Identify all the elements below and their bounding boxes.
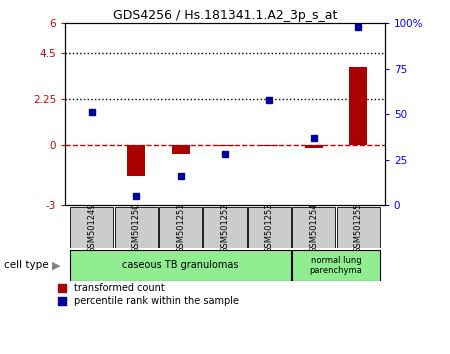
Text: GSM501255: GSM501255 bbox=[354, 202, 363, 253]
Text: GSM501251: GSM501251 bbox=[176, 202, 185, 253]
Bar bbox=[349, 67, 367, 144]
Bar bbox=[216, 144, 234, 145]
Bar bbox=[261, 144, 278, 145]
Text: cell type: cell type bbox=[4, 261, 49, 270]
Text: GSM501249: GSM501249 bbox=[87, 202, 96, 253]
Legend: transformed count, percentile rank within the sample: transformed count, percentile rank withi… bbox=[54, 280, 243, 310]
FancyBboxPatch shape bbox=[70, 207, 113, 248]
Bar bbox=[172, 144, 189, 154]
FancyBboxPatch shape bbox=[292, 207, 335, 248]
Text: GSM501250: GSM501250 bbox=[132, 202, 141, 253]
FancyBboxPatch shape bbox=[337, 207, 380, 248]
FancyBboxPatch shape bbox=[159, 207, 202, 248]
Bar bbox=[127, 144, 145, 176]
Bar bbox=[305, 144, 323, 148]
Text: GSM501252: GSM501252 bbox=[220, 202, 230, 253]
FancyBboxPatch shape bbox=[115, 207, 158, 248]
Text: normal lung
parenchyma: normal lung parenchyma bbox=[310, 256, 362, 275]
FancyBboxPatch shape bbox=[292, 250, 380, 281]
Text: ▶: ▶ bbox=[52, 261, 60, 270]
Text: GDS4256 / Hs.181341.1.A2_3p_s_at: GDS4256 / Hs.181341.1.A2_3p_s_at bbox=[113, 9, 337, 22]
Text: GSM501254: GSM501254 bbox=[309, 202, 318, 253]
FancyBboxPatch shape bbox=[203, 207, 247, 248]
FancyBboxPatch shape bbox=[70, 250, 291, 281]
Text: caseous TB granulomas: caseous TB granulomas bbox=[122, 261, 239, 270]
Text: GSM501253: GSM501253 bbox=[265, 202, 274, 253]
FancyBboxPatch shape bbox=[248, 207, 291, 248]
